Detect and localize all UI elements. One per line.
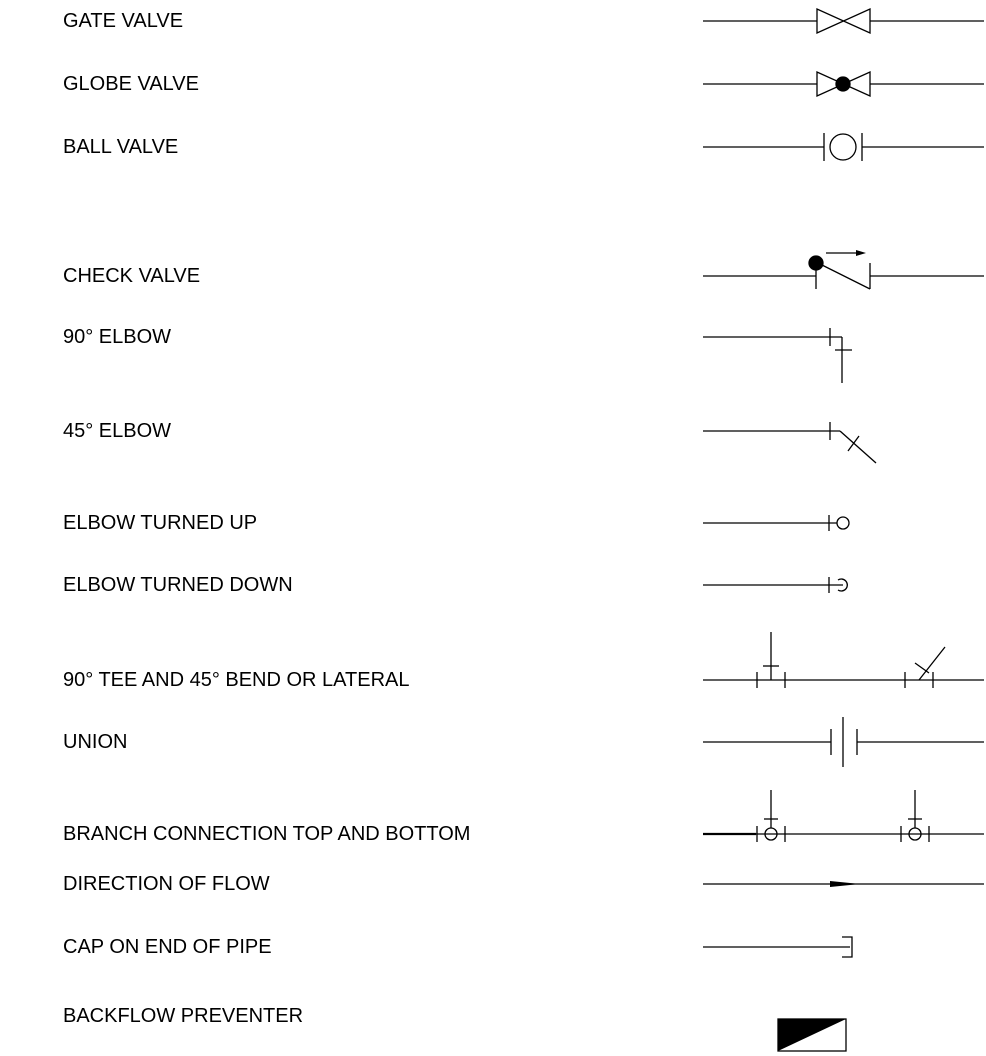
pipe-cap-icon [703, 936, 853, 958]
globe-valve-icon [703, 70, 984, 98]
elbow-turned-down-icon [703, 577, 848, 593]
label-elbow-turned-down: ELBOW TURNED DOWN [63, 574, 293, 596]
label-union: UNION [63, 731, 128, 753]
label-check-valve: CHECK VALVE [63, 265, 201, 287]
label-direction-of-flow: DIRECTION OF FLOW [63, 873, 270, 895]
gate-valve-icon [703, 7, 984, 35]
elbow-45-icon [703, 422, 877, 464]
backflow-preventer-icon [777, 1018, 847, 1052]
label-elbow-45: 45° ELBOW [63, 420, 172, 442]
flow-arrow-icon [703, 881, 984, 887]
label-ball-valve: BALL VALVE [63, 136, 179, 158]
label-backflow-preventer: BACKFLOW PREVENTER [63, 1005, 304, 1027]
elbow-90-icon [703, 328, 852, 383]
branch-connection-icon [703, 790, 984, 842]
label-gate-valve: GATE VALVE [63, 10, 184, 32]
ball-valve-icon [703, 133, 984, 161]
check-valve-icon [703, 250, 984, 290]
label-tee-and-lateral: 90° TEE AND 45° BEND OR LATERAL [63, 669, 410, 691]
elbow-turned-up-icon [703, 515, 850, 531]
label-elbow-turned-up: ELBOW TURNED UP [63, 512, 258, 534]
label-branch-connection: BRANCH CONNECTION TOP AND BOTTOM [63, 823, 471, 845]
union-icon [703, 717, 984, 767]
label-cap-on-end: CAP ON END OF PIPE [63, 936, 272, 958]
label-elbow-90: 90° ELBOW [63, 326, 172, 348]
label-globe-valve: GLOBE VALVE [63, 73, 199, 95]
tee-and-lateral-icon [703, 632, 984, 688]
